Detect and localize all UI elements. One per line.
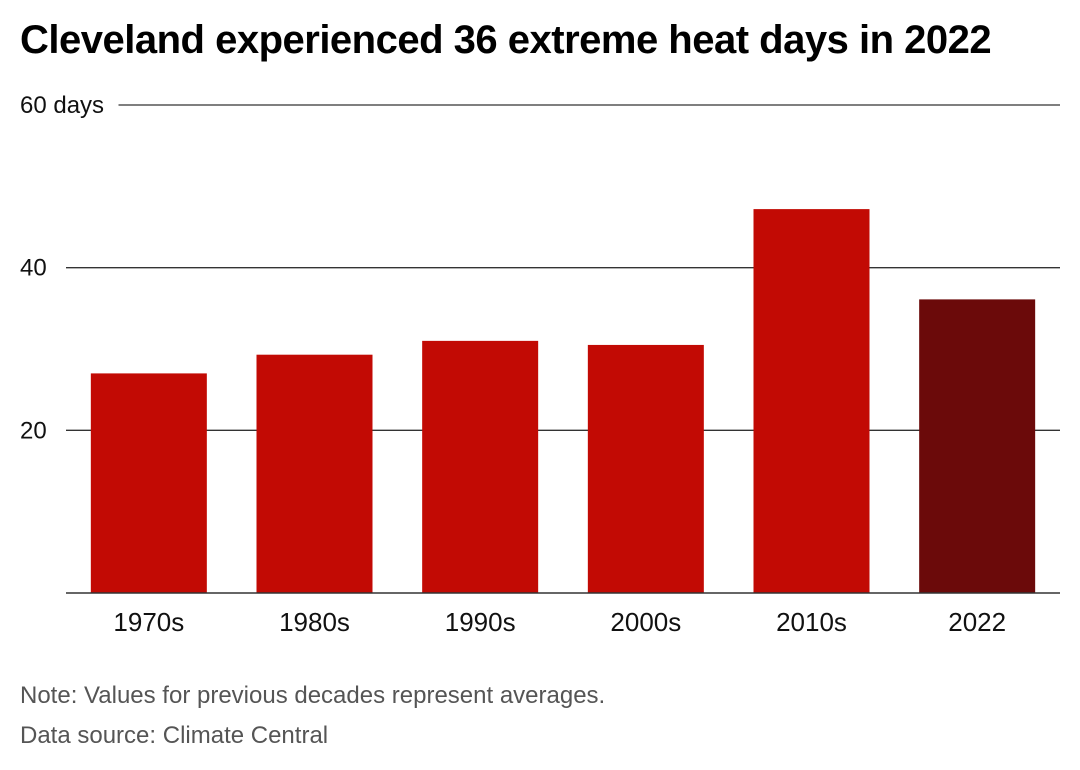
bar-chart: 20 40 60 days 1970s 1980s 1990s 2000s 2010s 2022: [20, 92, 1060, 637]
bar-2022: [919, 299, 1036, 593]
bar-2000s: [587, 344, 704, 593]
y-tick-label: 40: [20, 255, 47, 282]
x-tick-label: 2022: [948, 607, 1006, 637]
bar-1980s: [256, 354, 373, 593]
bar-2010s: [753, 209, 870, 593]
footnote: Note: Values for previous decades repres…: [20, 682, 606, 709]
data-source: Data source: Climate Central: [20, 722, 329, 749]
gridlines: [66, 104, 1060, 431]
y-tick-label: 20: [20, 417, 47, 444]
chart-title: Cleveland experienced 36 extreme heat da…: [20, 18, 992, 62]
x-tick-label: 1980s: [279, 607, 350, 637]
bars: [90, 209, 1036, 593]
x-tick-label: 1990s: [445, 607, 516, 637]
bar-1970s: [90, 373, 207, 593]
axis-labels: 20 40 60 days 1970s 1980s 1990s 2000s 2010s 2022: [20, 92, 1006, 637]
x-tick-label: 2000s: [610, 607, 681, 637]
y-tick-label: 60 days: [20, 92, 104, 119]
x-tick-label: 1970s: [113, 607, 184, 637]
bar-1990s: [422, 340, 539, 593]
x-tick-label: 2010s: [776, 607, 847, 637]
